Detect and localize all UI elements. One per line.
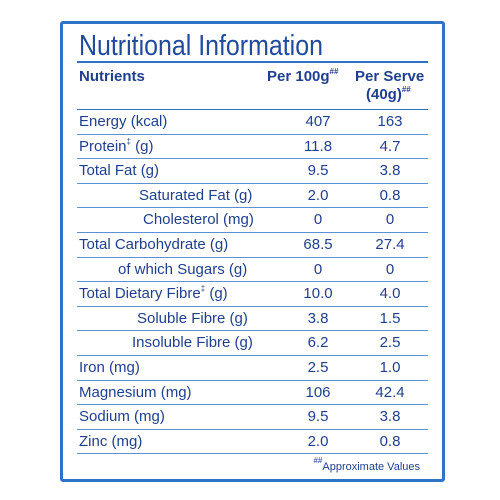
table-row: Total Dietary Fibre‡ (g) 10.0 4.0 — [77, 282, 428, 307]
value-per-serve: 0.8 — [379, 432, 401, 450]
header-divider — [77, 109, 428, 110]
nutrient-name: Total Fat (g) — [79, 159, 159, 183]
nutrient-name: Total Carbohydrate (g) — [79, 233, 228, 257]
table-row: Soluble Fibre (g) 3.8 1.5 — [77, 307, 428, 332]
nutrient-name-text: Soluble Fibre (g) — [137, 309, 248, 327]
column-header-per100g-mark: ## — [329, 67, 339, 76]
nutrient-name: Energy (kcal) — [79, 110, 167, 134]
nutrient-unit: (g) — [130, 137, 154, 155]
footnote-mark: ## — [313, 456, 323, 465]
value-per-100g: 407 — [305, 113, 331, 130]
nutrient-name-text: Magnesium (mg) — [79, 383, 192, 401]
column-header-serve-size-mark: ## — [401, 85, 411, 94]
nutrient-name-text: of which Sugars (g) — [118, 260, 248, 278]
nutrient-name: Iron (mg) — [79, 356, 140, 380]
nutrient-name-text: Iron (mg) — [79, 359, 140, 376]
nutrient-name-text: Saturated Fat (g) — [139, 186, 253, 204]
nutrient-name-text: Total Carbohydrate (g) — [79, 236, 229, 253]
nutrient-name-text: Energy (kcal) — [79, 113, 168, 130]
value-per-serve: 0.8 — [379, 186, 401, 204]
value-per-serve: 3.8 — [379, 408, 401, 426]
value-per-100g: 2.0 — [307, 432, 329, 450]
value-per-100g: 2.5 — [307, 359, 329, 376]
nutrient-name: Soluble Fibre (g) — [137, 307, 248, 331]
value-per-serve: 163 — [377, 113, 403, 130]
nutrient-name-text: Insoluble Fibre (g) — [132, 334, 253, 352]
value-per-serve: 0 — [385, 260, 395, 278]
nutrient-name-text: Protein — [79, 137, 127, 155]
value-per-serve: 4.7 — [379, 137, 401, 155]
table-row: Sodium (mg) 9.5 3.8 — [77, 405, 428, 430]
table-row: of which Sugars (g) 0 0 — [77, 258, 428, 283]
title-divider — [77, 61, 428, 63]
value-per-100g: 10.0 — [303, 285, 333, 303]
nutrient-name: Protein‡ (g) — [79, 135, 153, 159]
column-header-nutrients-label: Nutrients — [79, 68, 145, 85]
table-row: Energy (kcal) 407 163 — [77, 110, 428, 135]
column-header-serve-size-label: (40g) — [366, 86, 402, 103]
nutrient-name-text: Total Fat (g) — [79, 162, 160, 180]
value-per-serve: 42.4 — [375, 383, 405, 401]
table-row: Zinc (mg) 2.0 0.8 — [77, 430, 428, 455]
value-per-100g: 9.5 — [307, 162, 329, 180]
nutrient-name-text: Cholesterol (mg) — [143, 211, 254, 229]
column-header-per-serve: Per Serve — [355, 68, 424, 86]
value-per-serve: 27.4 — [375, 236, 405, 253]
nutrient-name: Insoluble Fibre (g) — [132, 331, 253, 355]
footnote-text: Approximate Values — [322, 461, 420, 473]
table-row: Cholesterol (mg) 0 0 — [77, 208, 428, 233]
value-per-100g: 3.8 — [307, 309, 329, 327]
nutrient-name: Saturated Fat (g) — [139, 184, 252, 208]
nutrient-name: Cholesterol (mg) — [143, 208, 254, 232]
column-header-per-serve-label: Per Serve — [355, 68, 425, 85]
nutrition-panel: Nutritional Information Nutrients Per 10… — [60, 21, 445, 482]
value-per-serve: 1.5 — [379, 309, 401, 327]
nutrient-unit: (g) — [205, 285, 228, 303]
nutrient-name: Sodium (mg) — [79, 405, 165, 429]
table-row: Iron (mg) 2.5 1.0 — [77, 356, 428, 381]
value-per-serve: 2.5 — [379, 334, 401, 352]
value-per-100g: 0 — [313, 211, 323, 229]
value-per-100g: 2.0 — [307, 186, 329, 204]
column-header-serve-size: (40g)## — [366, 86, 411, 104]
value-per-serve: 4.0 — [379, 285, 401, 303]
column-header-nutrients: Nutrients — [79, 68, 145, 86]
column-header-per100g: Per 100g## — [267, 68, 338, 86]
panel-title: Nutritional Information — [79, 30, 323, 62]
value-per-100g: 0 — [313, 260, 323, 278]
table-row: Insoluble Fibre (g) 6.2 2.5 — [77, 331, 428, 356]
value-per-100g: 9.5 — [307, 408, 329, 426]
nutrient-name-text: Zinc (mg) — [79, 432, 143, 450]
nutrient-name-text: Total Dietary Fibre — [79, 285, 201, 303]
value-per-serve: 3.8 — [379, 162, 401, 180]
column-header-per100g-label: Per 100g — [267, 68, 330, 85]
value-per-100g: 68.5 — [303, 236, 333, 253]
value-per-serve: 0 — [385, 211, 395, 229]
nutrient-name: Zinc (mg) — [79, 430, 142, 454]
table-row: Total Carbohydrate (g) 68.5 27.4 — [77, 233, 428, 258]
value-per-serve: 1.0 — [379, 359, 401, 376]
nutrient-footnote-mark: ‡ — [200, 284, 206, 294]
table-row: Protein‡ (g) 11.8 4.7 — [77, 135, 428, 160]
nutrient-name: Total Dietary Fibre‡ (g) — [79, 282, 228, 306]
table-row: Saturated Fat (g) 2.0 0.8 — [77, 184, 428, 209]
nutrient-name-text: Sodium (mg) — [79, 408, 165, 426]
table-row: Total Fat (g) 9.5 3.8 — [77, 159, 428, 184]
table-row: Magnesium (mg) 106 42.4 — [77, 381, 428, 406]
footnote: ##Approximate Values — [313, 457, 420, 474]
nutrient-name: of which Sugars (g) — [118, 258, 247, 282]
nutrient-name: Magnesium (mg) — [79, 381, 192, 405]
value-per-100g: 11.8 — [303, 137, 333, 155]
nutrient-footnote-mark: ‡ — [126, 136, 131, 146]
value-per-100g: 106 — [305, 383, 331, 401]
value-per-100g: 6.2 — [307, 334, 329, 352]
